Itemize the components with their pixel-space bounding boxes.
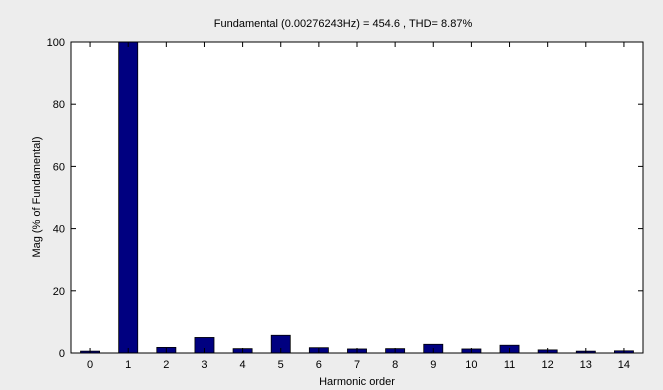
plot-frame (70, 41, 644, 354)
y-tick-label: 40 (53, 224, 65, 236)
x-axis-label: Harmonic order (319, 376, 395, 388)
x-tick-label: 6 (316, 359, 322, 371)
y-tick-label: 100 (47, 37, 65, 49)
bar-harmonic-1 (118, 41, 139, 354)
plot-area (70, 41, 644, 354)
x-tick-label: 13 (580, 359, 592, 371)
y-tick-label: 20 (53, 286, 65, 298)
x-tick-label: 7 (354, 359, 360, 371)
y-tick-label: 0 (59, 348, 65, 360)
x-tick-label: 11 (504, 359, 515, 371)
x-tick-label: 1 (125, 359, 131, 371)
y-tick-label: 60 (53, 161, 65, 173)
x-tick-label: 3 (201, 359, 207, 371)
x-tick-label: 14 (618, 359, 630, 371)
x-tick-label: 12 (542, 359, 554, 371)
chart-title: Fundamental (0.00276243Hz) = 454.6 , THD… (214, 18, 473, 30)
y-axis-ticks: 0 20 40 60 80 100 (47, 37, 643, 360)
y-axis-label: Mag (% of Fundamental) (31, 136, 43, 257)
x-tick-label: 10 (465, 359, 477, 371)
x-tick-label: 2 (163, 359, 169, 371)
x-tick-label: 9 (430, 359, 436, 371)
x-tick-label: 0 (87, 359, 93, 371)
x-tick-label: 5 (278, 359, 284, 371)
x-tick-label: 8 (392, 359, 398, 371)
y-tick-label: 80 (53, 99, 65, 111)
x-axis-ticks: 0 1 2 3 4 5 6 7 8 9 10 11 12 13 14 (87, 42, 630, 371)
x-tick-label: 4 (240, 359, 246, 371)
